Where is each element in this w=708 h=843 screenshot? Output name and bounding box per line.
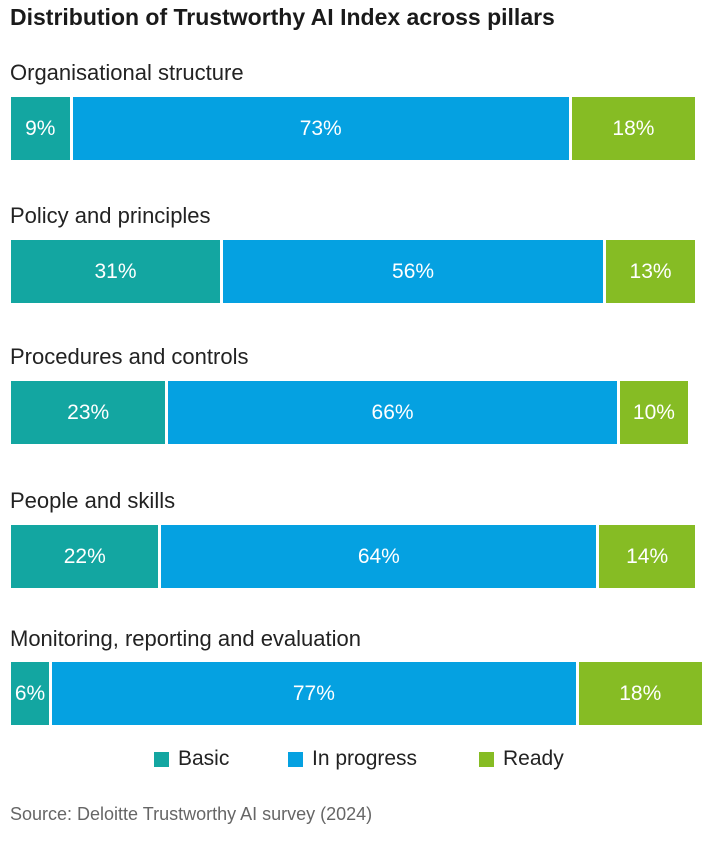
- pillar-label-procedures-and-controls: Procedures and controls: [10, 344, 249, 369]
- pillar-label-organisational-structure: Organisational structure: [10, 60, 244, 85]
- legend-swatch-ready: [479, 752, 494, 767]
- bar-segment-ready-monitoring-reporting-and-evaluation: 18%: [578, 662, 702, 725]
- legend: Basic In progress Ready: [0, 746, 708, 774]
- bar-segment-basic-organisational-structure: 9%: [11, 97, 70, 160]
- legend-swatch-basic: [154, 752, 169, 767]
- bar-organisational-structure: 9% 73% 18%: [11, 97, 695, 160]
- data-label: 14%: [626, 544, 669, 568]
- data-label: 23%: [67, 400, 110, 424]
- pillar-label-people-and-skills: People and skills: [10, 488, 176, 513]
- bar-segment-basic-procedures-and-controls: 23%: [11, 381, 166, 444]
- data-label: 77%: [292, 681, 335, 705]
- bar-segment-basic-people-and-skills: 22%: [11, 525, 159, 588]
- data-label: 73%: [299, 116, 342, 140]
- data-label: 13%: [629, 259, 672, 283]
- bar-segment-in-progress-organisational-structure: 73%: [72, 97, 569, 160]
- bar-segment-ready-policy-and-principles: 13%: [606, 240, 695, 303]
- bar-segment-in-progress-procedures-and-controls: 66%: [168, 381, 617, 444]
- data-label: 66%: [371, 400, 414, 424]
- bar-segment-ready-people-and-skills: 14%: [599, 525, 695, 588]
- data-label: 18%: [612, 116, 655, 140]
- data-label: 22%: [63, 544, 106, 568]
- pillar-label-monitoring-reporting-and-evaluation: Monitoring, reporting and evaluation: [10, 626, 362, 651]
- legend-label-basic: Basic: [178, 747, 230, 770]
- data-label: 10%: [632, 400, 675, 424]
- bar-monitoring-reporting-and-evaluation: 6% 77% 18%: [11, 662, 702, 725]
- bar-segment-basic-policy-and-principles: 31%: [11, 240, 221, 303]
- data-label: 56%: [392, 259, 435, 283]
- bar-segment-ready-procedures-and-controls: 10%: [619, 381, 689, 444]
- legend-label-in-progress: In progress: [312, 747, 418, 770]
- data-label: 18%: [619, 681, 662, 705]
- data-label: 64%: [357, 544, 400, 568]
- bar-procedures-and-controls: 23% 66% 10%: [11, 381, 695, 444]
- source-note: Source: Deloitte Trustworthy AI survey (…: [10, 804, 373, 824]
- bar-segment-ready-organisational-structure: 18%: [571, 97, 695, 160]
- bar-segment-in-progress-monitoring-reporting-and-evaluation: 77%: [52, 662, 576, 725]
- bar-segment-in-progress-policy-and-principles: 56%: [223, 240, 604, 303]
- bar-people-and-skills: 22% 64% 14%: [11, 525, 695, 588]
- data-label: 9%: [25, 116, 56, 140]
- data-label: 6%: [14, 681, 46, 705]
- legend-label-ready: Ready: [503, 747, 564, 770]
- bar-policy-and-principles: 31% 56% 13%: [11, 240, 695, 303]
- bar-segment-in-progress-people-and-skills: 64%: [161, 525, 597, 588]
- pillar-label-policy-and-principles: Policy and principles: [10, 203, 211, 228]
- legend-swatch-in-progress: [288, 752, 303, 767]
- chart-title: Distribution of Trustworthy AI Index acr…: [10, 4, 555, 30]
- bar-segment-basic-monitoring-reporting-and-evaluation: 6%: [11, 662, 50, 725]
- data-label: 31%: [94, 259, 137, 283]
